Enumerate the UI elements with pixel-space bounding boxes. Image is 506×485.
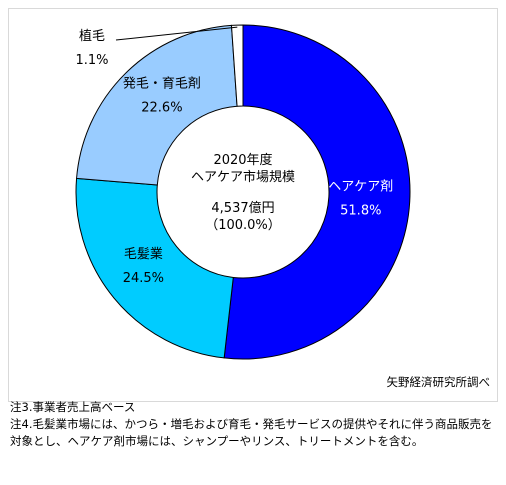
note-3: 注3.事業者売上高ベース <box>10 400 136 414</box>
slice-毛髪業 <box>75 177 234 359</box>
slice-value-発毛・育毛剤: 22.6% <box>141 101 182 116</box>
slice-label-発毛・育毛剤: 発毛・育毛剤 <box>123 76 201 92</box>
slice-value-植毛: 1.1% <box>75 53 108 68</box>
note-4: 注4.毛髪業市場には、かつら・増毛および育毛・発毛サービスの提供やそれに伴う商品… <box>10 417 493 448</box>
leader-line-植毛 <box>115 26 238 41</box>
slice-label-毛髪業: 毛髪業 <box>124 246 163 262</box>
center-label: 2020年度 ヘアケア市場規模 4,537億円 （100.0%） <box>191 152 295 233</box>
chart-frame <box>8 8 498 402</box>
slice-value-毛髪業: 24.5% <box>123 271 164 286</box>
notes: 注3.事業者売上高ベース 注4.毛髪業市場には、かつら・増毛および育毛・発毛サー… <box>10 399 502 450</box>
slice-植毛 <box>230 24 244 107</box>
center-title-line1: 2020年度 <box>213 152 272 168</box>
center-total-line2: （100.0%） <box>205 218 281 233</box>
donut-slices <box>75 24 411 360</box>
slice-ヘアケア剤 <box>223 24 411 360</box>
slice-label-植毛: 植毛 <box>79 29 105 44</box>
center-title-line2: ヘアケア市場規模 <box>191 169 295 185</box>
slice-label-ヘアケア剤: ヘアケア剤 <box>328 179 393 195</box>
slice-labels: ヘアケア剤 51.8% 毛髪業 24.5% 発毛・育毛剤 22.6% 植毛 1.1% <box>75 29 393 286</box>
center-total-line1: 4,537億円 <box>211 200 274 216</box>
slice-value-ヘアケア剤: 51.8% <box>340 204 381 219</box>
source-credit: 矢野経済研究所調べ <box>386 375 491 389</box>
slice-発毛・育毛剤 <box>76 24 238 186</box>
